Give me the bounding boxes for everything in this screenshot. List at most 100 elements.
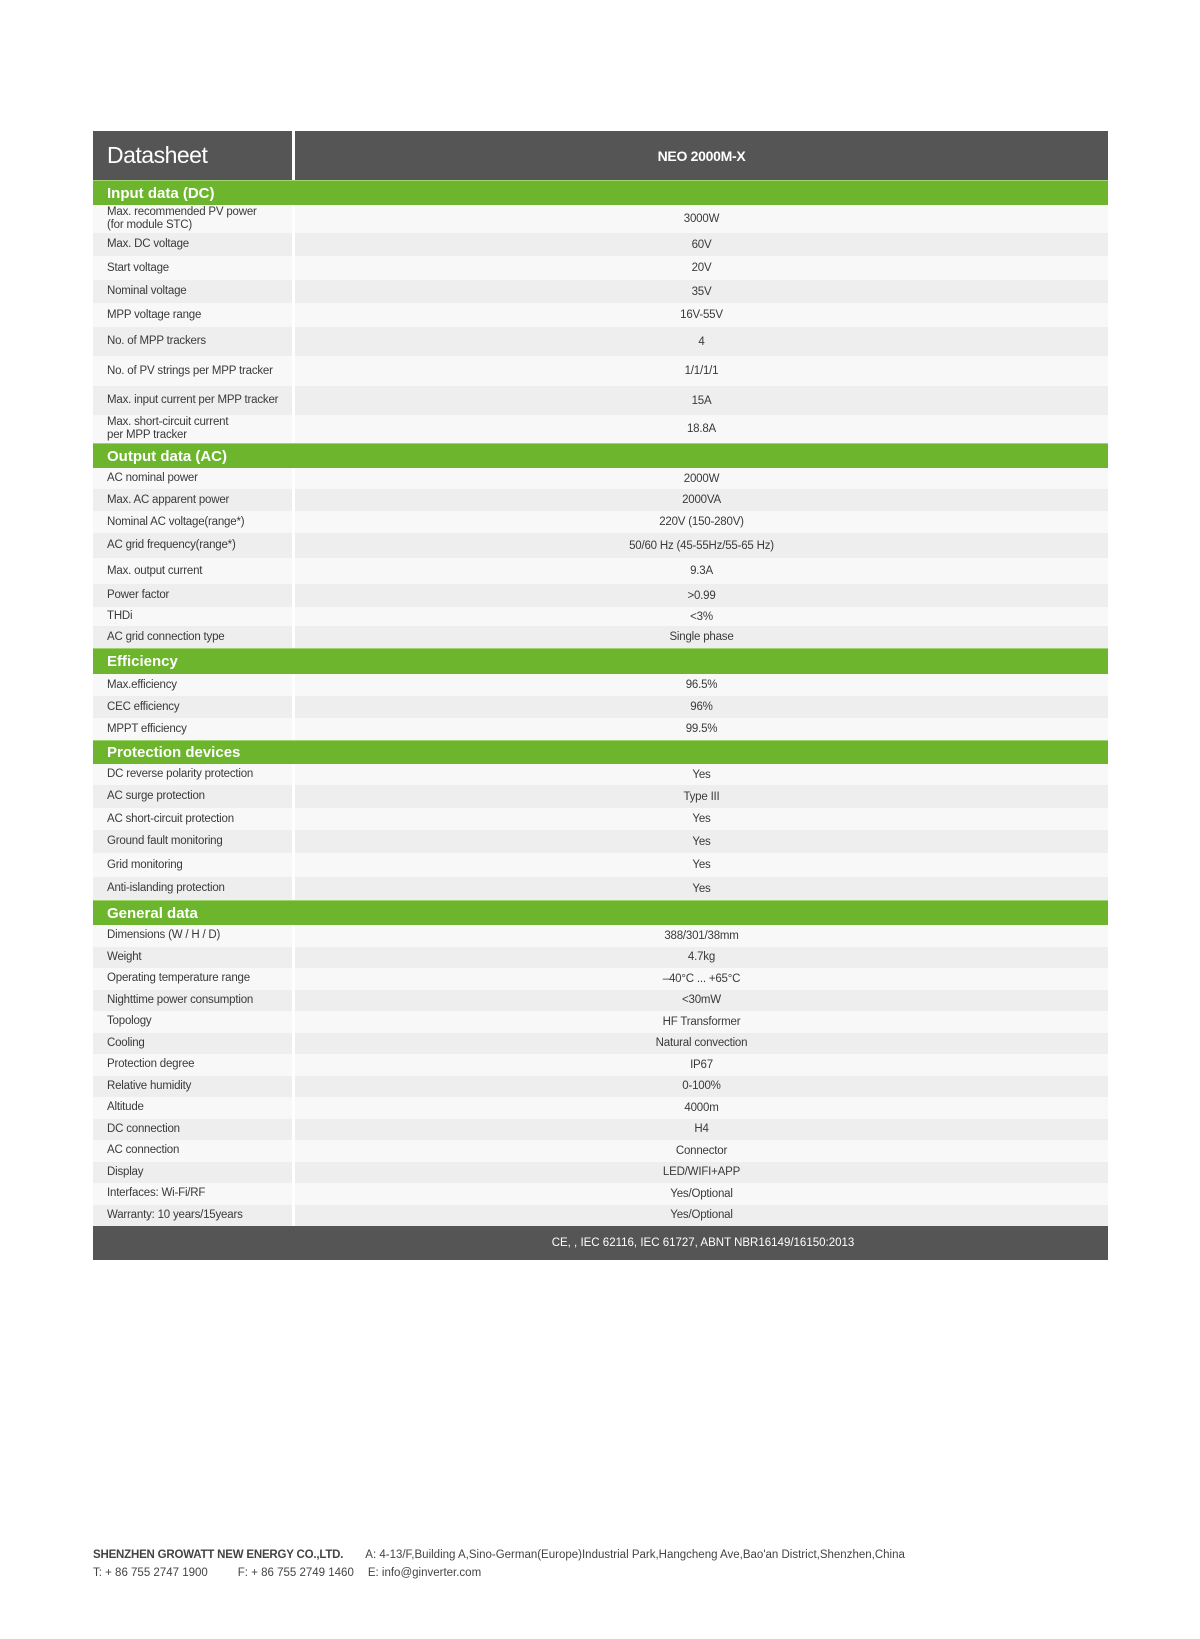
section-rows: Max. recommended PV power (for module ST… [93, 205, 1108, 443]
spec-label: Nominal AC voltage(range*) [93, 511, 295, 533]
certifications-bar: CE, , IEC 62116, IEC 61727, ABNT NBR1614… [93, 1226, 1108, 1260]
table-row: DC reverse polarity protection Yes [93, 764, 1108, 785]
spec-label: AC grid connection type [93, 626, 295, 648]
spec-label: Interfaces: Wi-Fi/RF [93, 1183, 295, 1205]
datasheet-title: Datasheet [93, 131, 295, 180]
table-row: CEC efficiency 96% [93, 696, 1108, 718]
section-header: General data [93, 900, 1108, 925]
table-row: Max. short-circuit current per MPP track… [93, 415, 1108, 443]
spec-value: 96.5% [295, 674, 1108, 696]
section-rows: Max.efficiency 96.5% CEC efficiency 96% MPPT… [93, 674, 1108, 740]
spec-value: 2000VA [295, 489, 1108, 511]
spec-value: 220V (150-280V) [295, 511, 1108, 533]
company-phone: T: + 86 755 2747 1900 [93, 1567, 208, 1579]
spec-value: Yes [295, 877, 1108, 900]
table-row: Dimensions (W / H / D) 388/301/38mm [93, 925, 1108, 947]
spec-label: No. of MPP trackers [93, 327, 295, 356]
spec-label: Weight [93, 946, 295, 968]
spec-label: Cooling [93, 1032, 295, 1054]
spec-label: Max. input current per MPP tracker [93, 386, 295, 415]
spec-value: <3% [295, 607, 1108, 626]
spec-label: Nighttime power consumption [93, 989, 295, 1011]
spec-value: 4 [295, 327, 1108, 356]
table-row: AC grid connection type Single phase [93, 626, 1108, 648]
spec-value: 60V [295, 233, 1108, 256]
table-row: DC connection H4 [93, 1118, 1108, 1140]
spec-label: Relative humidity [93, 1075, 295, 1097]
spec-label: AC nominal power [93, 468, 295, 489]
table-row: Protection degree IP67 [93, 1054, 1108, 1076]
spec-label: AC connection [93, 1140, 295, 1162]
spec-value: 4.7kg [295, 946, 1108, 968]
spec-label: Max. short-circuit current per MPP track… [93, 415, 295, 443]
company-fax: F: + 86 755 2749 1460 [237, 1567, 354, 1579]
section-header: Efficiency [93, 648, 1108, 674]
spec-label: Protection degree [93, 1054, 295, 1076]
table-row: Weight 4.7kg [93, 946, 1108, 968]
company-name: SHENZHEN GROWATT NEW ENERGY CO.,LTD. [93, 1549, 344, 1561]
table-row: Relative humidity 0-100% [93, 1075, 1108, 1097]
spec-value: 15A [295, 386, 1108, 415]
spec-value: Natural convection [295, 1032, 1108, 1054]
spec-label: Grid monitoring [93, 853, 295, 877]
table-row: Interfaces: Wi-Fi/RF Yes/Optional [93, 1183, 1108, 1205]
spec-value: 2000W [295, 468, 1108, 489]
spec-value: 9.3A [295, 558, 1108, 584]
table-row: Warranty: 10 years/15years Yes/Optional [93, 1204, 1108, 1226]
table-row: THDi <3% [93, 607, 1108, 626]
table-row: Ground fault monitoring Yes [93, 830, 1108, 853]
table-row: AC surge protection Type III [93, 785, 1108, 808]
spec-value: >0.99 [295, 584, 1108, 607]
spec-label: Max.efficiency [93, 674, 295, 696]
spec-label: Warranty: 10 years/15years [93, 1204, 295, 1226]
spec-label: Max. AC apparent power [93, 489, 295, 511]
spec-label: Dimensions (W / H / D) [93, 925, 295, 947]
table-row: Nominal voltage 35V [93, 280, 1108, 303]
certifications-text: CE, , IEC 62116, IEC 61727, ABNT NBR1614… [551, 1237, 855, 1249]
table-row: Display LED/WIFI+APP [93, 1161, 1108, 1183]
spec-value: 1/1/1/1 [295, 356, 1108, 386]
table-row: AC grid frequency(range*) 50/60 Hz (45-55… [93, 533, 1108, 558]
spec-label: THDi [93, 607, 295, 626]
spec-value: H4 [295, 1118, 1108, 1140]
table-row: Operating temperature range –40°C ... +65… [93, 968, 1108, 990]
spec-label: DC connection [93, 1118, 295, 1140]
table-row: Cooling Natural convection [93, 1032, 1108, 1054]
spec-value: <30mW [295, 989, 1108, 1011]
section-rows: AC nominal power 2000W Max. AC apparent po… [93, 468, 1108, 648]
table-header: Datasheet NEO 2000M-X [93, 131, 1108, 180]
spec-value: 16V-55V [295, 303, 1108, 327]
spec-value: 0-100% [295, 1075, 1108, 1097]
spec-value: Single phase [295, 626, 1108, 648]
spec-label: Max. DC voltage [93, 233, 295, 256]
spec-label: AC grid frequency(range*) [93, 533, 295, 558]
spec-value: Yes [295, 764, 1108, 785]
spec-label: MPP voltage range [93, 303, 295, 327]
table-row: Max. DC voltage 60V [93, 233, 1108, 256]
spec-value: 35V [295, 280, 1108, 303]
spec-label: Max. output current [93, 558, 295, 584]
spec-label: CEC efficiency [93, 696, 295, 718]
spec-label: Display [93, 1161, 295, 1183]
spec-value: 96% [295, 696, 1108, 718]
spec-value: LED/WIFI+APP [295, 1161, 1108, 1183]
spec-label: AC surge protection [93, 785, 295, 808]
spec-value: Yes/Optional [295, 1204, 1108, 1226]
table-row: No. of PV strings per MPP tracker 1/1/1/1 [93, 356, 1108, 386]
datasheet-table: Datasheet NEO 2000M-X Input data (DC) Max… [93, 131, 1108, 1260]
company-address: A: 4-13/F,Building A,Sino-German(Europe)… [365, 1549, 905, 1561]
model-name: NEO 2000M-X [657, 147, 746, 164]
spec-value: 388/301/38mm [295, 925, 1108, 947]
spec-label: Operating temperature range [93, 968, 295, 990]
section-header: Output data (AC) [93, 443, 1108, 468]
spec-value: Connector [295, 1140, 1108, 1162]
spec-label: Topology [93, 1011, 295, 1033]
spec-value: 3000W [295, 205, 1108, 233]
table-row: Topology HF Transformer [93, 1011, 1108, 1033]
spec-value: 20V [295, 256, 1108, 280]
spec-value: Type III [295, 785, 1108, 808]
spec-label: Altitude [93, 1097, 295, 1119]
table-row: Max. AC apparent power 2000VA [93, 489, 1108, 511]
spec-value: 99.5% [295, 718, 1108, 740]
table-row: MPPT efficiency 99.5% [93, 718, 1108, 740]
